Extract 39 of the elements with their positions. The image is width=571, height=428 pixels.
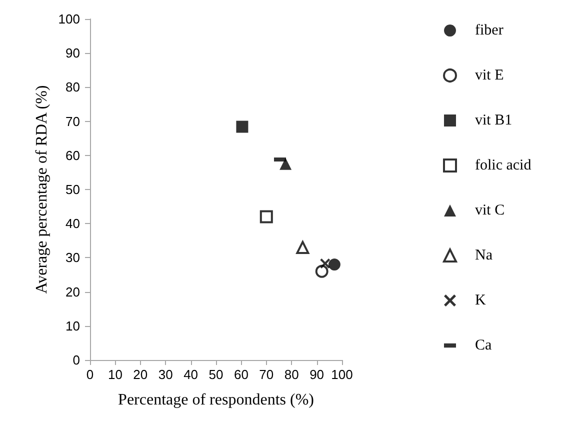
legend-label: vit B1	[475, 112, 512, 128]
legend-label: folic acid	[475, 158, 532, 174]
x-tick-label: 10	[108, 367, 122, 382]
y-tick-label: 0	[72, 352, 80, 368]
point	[315, 264, 328, 278]
y-tick-label: 100	[58, 12, 80, 26]
x-tick-label: 0	[86, 367, 94, 382]
legend-label: K	[475, 292, 486, 308]
x-tick-label: 40	[184, 367, 198, 382]
x-tick-label: 60	[234, 367, 248, 382]
y-tick-label: 80	[66, 80, 80, 95]
x-tick-label: 50	[208, 367, 224, 382]
point	[320, 258, 330, 268]
point	[280, 158, 292, 170]
x-tick-label: 20	[133, 367, 148, 382]
legend-label: Ca	[475, 338, 492, 354]
y-axis-title: Average percentage of RDA (%)	[34, 85, 50, 294]
x-tick-label: 80	[284, 367, 299, 382]
x-tick-label: 70	[259, 367, 274, 382]
point	[296, 240, 310, 254]
y-tick-label: 70	[66, 114, 80, 129]
legend-label: fiber	[475, 22, 504, 38]
x-tick-label: 90	[310, 367, 324, 382]
point	[328, 258, 340, 271]
y-tick-label: 60	[66, 148, 80, 163]
y-tick-label: 50	[66, 182, 80, 197]
x-tick-label: 100	[331, 367, 353, 382]
legend-label: vit E	[475, 68, 504, 84]
y-tick-label: 40	[66, 216, 80, 232]
y-tick-label: 30	[66, 250, 80, 266]
legend-label: Na	[475, 248, 493, 264]
legend-label: vit C	[475, 202, 505, 218]
point	[260, 210, 273, 224]
y-tick-label: 20	[66, 284, 80, 300]
point	[236, 120, 248, 133]
x-tick-label: 30	[158, 367, 173, 382]
y-tick-label: 90	[66, 46, 80, 61]
x-axis-title: Percentage of respondents (%)	[118, 392, 314, 408]
y-tick-label: 10	[66, 318, 80, 334]
